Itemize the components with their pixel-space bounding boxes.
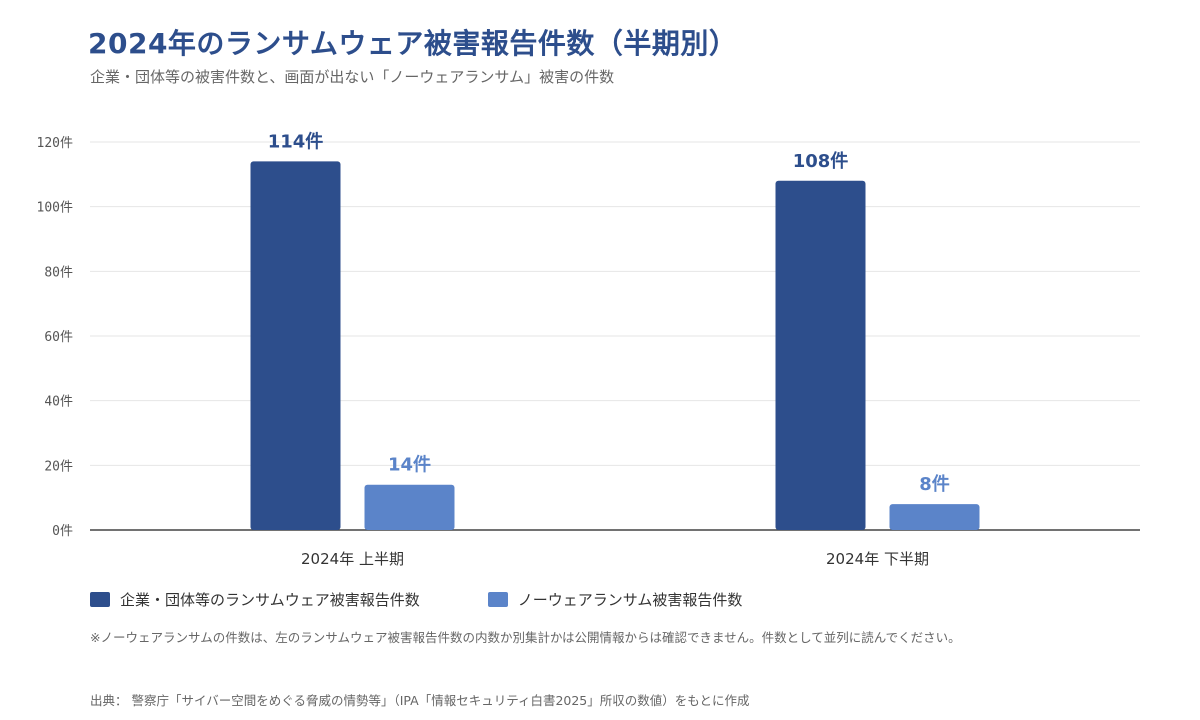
data-label: 14件 [388,454,431,476]
data-label: 108件 [793,150,849,172]
y-tick-label: 40件 [44,395,73,410]
y-tick-label: 20件 [44,459,73,474]
data-label: 114件 [268,130,324,152]
bar-chart: 0件 20件 40件 60件 80件 100件 120件 114件 14件 2024年 上半期 10… [37,130,1140,568]
legend-label-noware: ノーウェアランサム被害報告件数 [517,591,743,609]
chart-subtitle: 企業・団体等の被害件数と、画面が出ない「ノーウェアランサム」被害の件数 [90,68,615,86]
legend-swatch-corporate [90,592,110,607]
x-tick-label: 2024年 下半期 [826,550,929,568]
legend-label-corporate: 企業・団体等のランサムウェア被害報告件数 [120,591,420,609]
data-label: 8件 [919,473,950,495]
bar [889,504,980,530]
source-credit: 出典： 警察庁「サイバー空間をめぐる脅威の情勢等」（IPA「情報セキュリティ白書… [90,693,750,708]
y-tick-label: 100件 [37,201,73,216]
bar [250,161,341,530]
footnote: ※ノーウェアランサムの件数は、左のランサムウェア被害報告件数の内数か別集計かは公… [90,630,961,645]
bar [364,484,455,530]
legend-swatch-noware [487,592,508,607]
legend-item-noware: ノーウェアランサム被害報告件数 [487,589,743,610]
x-tick-label: 2024年 上半期 [301,550,404,568]
legend: 企業・団体等のランサムウェア被害報告件数 ノーウェアランサム被害報告件数 [90,589,810,610]
y-tick-label: 0件 [52,524,73,539]
y-tick-label: 80件 [44,265,73,280]
bar [775,180,866,531]
y-tick-label: 120件 [37,136,73,151]
y-tick-label: 60件 [44,330,73,345]
legend-item-corporate: 企業・団体等のランサムウェア被害報告件数 [90,589,420,610]
chart-title: 2024年のランサムウェア被害報告件数（半期別） [88,27,738,60]
